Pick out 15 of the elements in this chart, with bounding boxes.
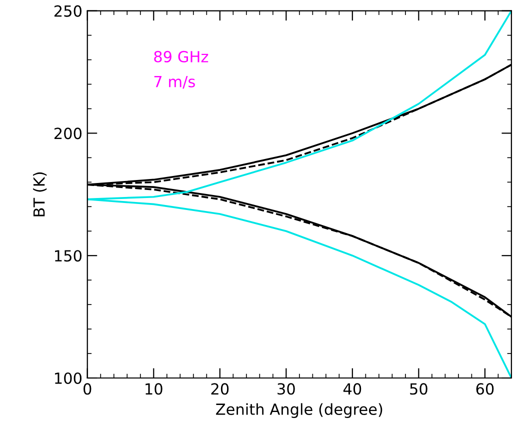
annotation: 7 m/s [154,76,195,89]
y-tick-label: 150 [55,250,82,262]
x-tick-label: 60 [476,383,494,395]
annotation: 89 GHz [154,50,208,62]
y-tick-label: 200 [54,128,82,140]
y-axis-title: BT (K) [33,172,47,216]
x-tick-label: 40 [343,383,362,395]
x-tick-label: 50 [410,383,428,395]
y-tick-label: 100 [55,372,82,384]
x-tick-label: 10 [146,383,162,395]
x-tick-label: 0 [84,383,92,395]
y-tick-label: 250 [54,5,82,17]
x-tick-label: 30 [278,383,295,395]
x-tick-label: 20 [211,383,229,395]
x-axis-title: Zenith Angle (degree) [216,403,382,418]
